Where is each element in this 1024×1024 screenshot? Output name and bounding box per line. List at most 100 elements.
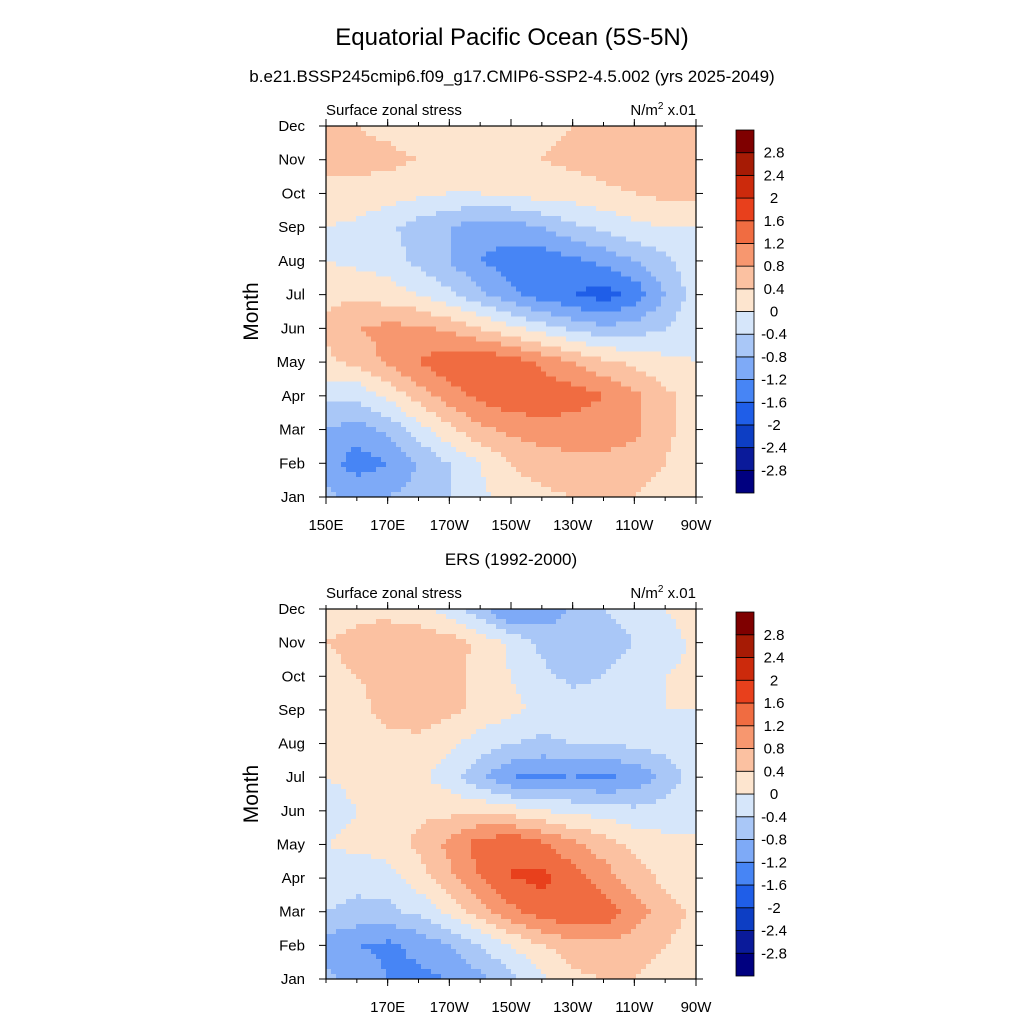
contour-cell bbox=[606, 376, 612, 383]
contour-cell bbox=[546, 126, 552, 132]
contour-cell bbox=[546, 341, 552, 348]
contour-cell bbox=[591, 336, 597, 343]
contour-cell bbox=[586, 291, 592, 298]
contour-cell bbox=[671, 276, 677, 283]
contour-cell bbox=[366, 186, 372, 192]
contour-cell bbox=[471, 401, 477, 408]
contour-cell bbox=[516, 456, 522, 463]
contour-cell bbox=[436, 146, 442, 152]
contour-cell bbox=[681, 266, 687, 272]
contour-cell bbox=[536, 141, 542, 147]
contour-cell bbox=[516, 171, 522, 177]
contour-cell bbox=[436, 216, 442, 222]
contour-cell bbox=[391, 216, 397, 222]
contour-cell bbox=[516, 256, 522, 262]
contour-cell bbox=[336, 231, 342, 237]
contour-cell bbox=[416, 236, 422, 242]
contour-cell bbox=[326, 441, 332, 448]
contour-cell bbox=[661, 376, 667, 383]
contour-cell bbox=[591, 381, 597, 388]
contour-cell bbox=[351, 321, 357, 328]
contour-cell bbox=[691, 271, 697, 277]
contour-cell bbox=[571, 131, 577, 137]
contour-cell bbox=[516, 241, 522, 247]
contour-cell bbox=[671, 346, 677, 353]
contour-cell bbox=[606, 336, 612, 343]
contour-cell bbox=[676, 356, 682, 363]
contour-cell bbox=[501, 376, 507, 383]
contour-cell bbox=[366, 416, 372, 423]
contour-cell bbox=[521, 201, 527, 207]
contour-cell bbox=[426, 246, 432, 252]
contour-cell bbox=[671, 201, 677, 207]
contour-cell bbox=[606, 441, 612, 448]
contour-cell bbox=[616, 236, 622, 242]
contour-cell bbox=[616, 211, 622, 217]
contour-cell bbox=[651, 151, 657, 157]
contour-cell bbox=[611, 161, 617, 167]
contour-cell bbox=[326, 266, 332, 272]
contour-cell bbox=[606, 446, 612, 453]
contour-cell bbox=[486, 141, 492, 147]
contour-cell bbox=[611, 321, 617, 328]
contour-cell bbox=[636, 256, 642, 262]
contour-cell bbox=[526, 261, 532, 267]
contour-cell bbox=[521, 261, 527, 267]
contour-cell bbox=[486, 406, 492, 413]
contour-cell bbox=[476, 326, 482, 333]
contour-cell bbox=[451, 331, 457, 338]
contour-cell bbox=[396, 331, 402, 338]
contour-cell bbox=[491, 181, 497, 187]
contour-cell bbox=[436, 346, 442, 353]
contour-cell bbox=[536, 451, 542, 458]
contour-cell bbox=[331, 291, 337, 298]
contour-cell bbox=[341, 396, 347, 403]
contour-cell bbox=[461, 161, 467, 167]
contour-cell bbox=[691, 301, 697, 308]
contour-cell bbox=[531, 416, 537, 423]
contour-cell bbox=[416, 306, 422, 313]
contour-cell bbox=[691, 446, 697, 453]
contour-cell bbox=[476, 291, 482, 298]
contour-cell bbox=[576, 151, 582, 157]
contour-cell bbox=[361, 366, 367, 373]
contour-cell bbox=[461, 456, 467, 463]
contour-cell bbox=[581, 446, 587, 453]
contour-cell bbox=[506, 361, 512, 368]
contour-cell bbox=[506, 206, 512, 212]
contour-cell bbox=[651, 406, 657, 413]
contour-cell bbox=[461, 221, 467, 227]
contour-cell bbox=[576, 396, 582, 403]
contour-cell bbox=[391, 371, 397, 378]
contour-cell bbox=[436, 321, 442, 328]
contour-cell bbox=[326, 126, 332, 132]
contour-cell bbox=[501, 286, 507, 293]
contour-cell bbox=[551, 436, 557, 443]
contour-cell bbox=[341, 236, 347, 242]
contour-cell bbox=[601, 141, 607, 147]
contour-cell bbox=[481, 371, 487, 378]
contour-cell bbox=[576, 186, 582, 192]
contour-cell bbox=[591, 331, 597, 338]
contour-cell bbox=[671, 446, 677, 453]
contour-cell bbox=[341, 171, 347, 177]
contour-cell bbox=[436, 236, 442, 242]
contour-cell bbox=[526, 451, 532, 458]
contour-cell bbox=[406, 166, 412, 172]
contour-cell bbox=[401, 271, 407, 277]
contour-cell bbox=[601, 146, 607, 152]
contour-cell bbox=[341, 296, 347, 303]
contour-cell bbox=[436, 156, 442, 162]
contour-cell bbox=[591, 456, 597, 463]
contour-cell bbox=[606, 266, 612, 272]
contour-cell bbox=[666, 266, 672, 272]
contour-cell bbox=[451, 146, 457, 152]
contour-cell bbox=[641, 451, 647, 458]
contour-cell bbox=[501, 246, 507, 252]
contour-cell bbox=[626, 201, 632, 207]
contour-cell bbox=[441, 196, 447, 202]
contour-cell bbox=[566, 131, 572, 137]
contour-cell bbox=[536, 246, 542, 252]
contour-cell bbox=[401, 426, 407, 433]
contour-cell bbox=[526, 286, 532, 293]
